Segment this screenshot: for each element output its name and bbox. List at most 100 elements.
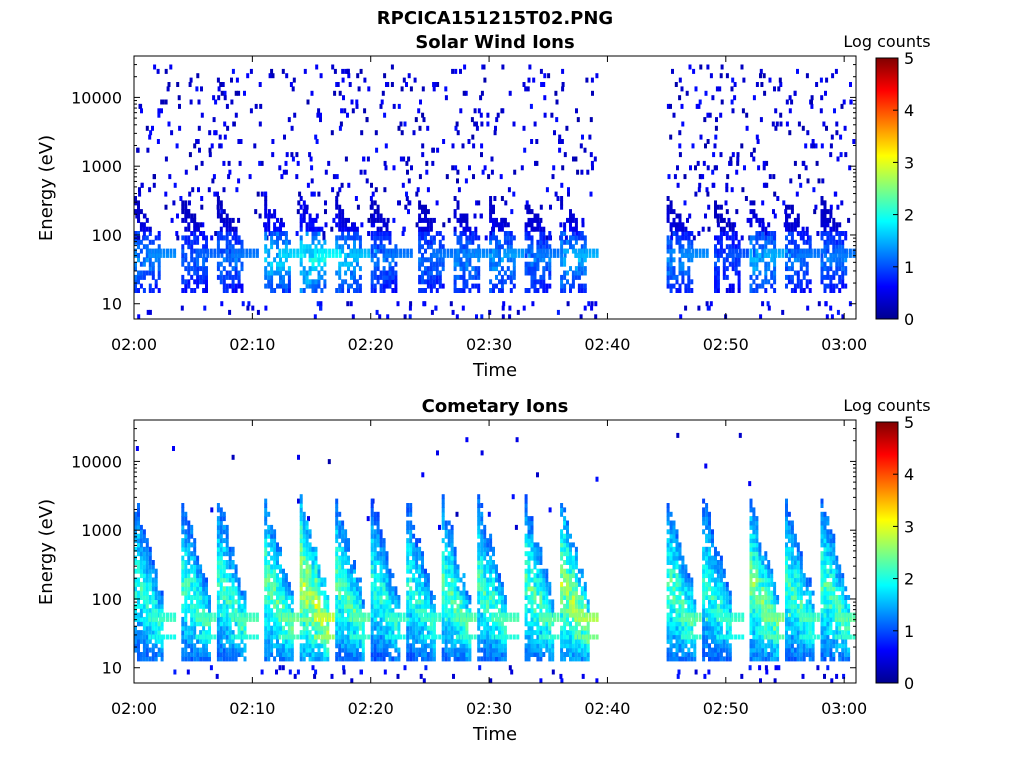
heatmap-cell bbox=[311, 656, 315, 662]
heatmap-cell bbox=[276, 595, 279, 600]
heatmap-cell bbox=[406, 542, 410, 548]
heatmap-cell bbox=[765, 160, 769, 166]
heatmap-cell bbox=[134, 577, 137, 583]
heatmap-cell bbox=[308, 533, 312, 539]
heatmap-cell bbox=[338, 612, 342, 618]
heatmap-cell bbox=[669, 239, 673, 245]
heatmap-cell bbox=[328, 248, 332, 254]
heatmap-cell bbox=[314, 603, 318, 609]
heatmap-cell bbox=[714, 209, 717, 215]
heatmap-cell bbox=[169, 248, 173, 254]
heatmap-cell bbox=[353, 621, 356, 627]
heatmap-cell bbox=[338, 608, 342, 614]
heatmap-cell bbox=[394, 279, 398, 285]
heatmap-cell bbox=[181, 586, 185, 592]
heatmap-cell bbox=[399, 612, 403, 618]
heatmap-cell bbox=[276, 625, 279, 631]
heatmap-cell bbox=[305, 283, 309, 289]
heatmap-cell bbox=[216, 77, 220, 83]
heatmap-cell bbox=[678, 77, 682, 83]
heatmap-cell bbox=[225, 652, 229, 657]
heatmap-cell bbox=[213, 191, 217, 197]
heatmap-cell bbox=[347, 555, 350, 561]
heatmap-cell bbox=[790, 239, 794, 245]
heatmap-cell bbox=[489, 217, 493, 223]
heatmap-cell bbox=[350, 99, 354, 105]
heatmap-cell bbox=[826, 217, 830, 223]
heatmap-cell bbox=[344, 634, 348, 640]
heatmap-cell bbox=[222, 560, 226, 565]
heatmap-cell bbox=[225, 103, 229, 109]
heatmap-cell bbox=[347, 573, 350, 579]
heatmap-cell bbox=[355, 656, 359, 662]
heatmap-cell bbox=[320, 274, 324, 280]
heatmap-cell bbox=[353, 564, 356, 570]
heatmap-cell bbox=[267, 630, 271, 636]
heatmap-cell bbox=[773, 191, 777, 197]
heatmap-cell bbox=[398, 200, 401, 206]
heatmap-cell bbox=[240, 608, 244, 614]
heatmap-cell bbox=[396, 673, 400, 679]
heatmap-cell bbox=[139, 581, 143, 587]
heatmap-cell bbox=[574, 217, 578, 223]
heatmap-cell bbox=[527, 231, 531, 236]
heatmap-cell bbox=[719, 213, 723, 219]
heatmap-cell bbox=[264, 248, 268, 254]
heatmap-cell bbox=[461, 305, 465, 311]
heatmap-cell bbox=[137, 239, 140, 245]
heatmap-cell bbox=[268, 73, 272, 79]
heatmap-cell bbox=[228, 551, 232, 557]
heatmap-cell bbox=[193, 573, 197, 579]
heatmap-cell bbox=[311, 638, 315, 644]
heatmap-cell bbox=[376, 638, 380, 644]
heatmap-cell bbox=[500, 274, 504, 280]
heatmap-cell bbox=[517, 248, 521, 254]
heatmap-cell bbox=[195, 86, 199, 92]
heatmap-cell bbox=[694, 191, 698, 197]
heatmap-cell bbox=[323, 283, 327, 289]
heatmap-cell bbox=[193, 616, 197, 622]
heatmap-cell bbox=[558, 134, 562, 140]
heatmap-cell bbox=[188, 82, 192, 87]
heatmap-cell bbox=[714, 248, 717, 254]
heatmap-cell bbox=[687, 274, 691, 280]
heatmap-cell bbox=[370, 542, 374, 548]
heatmap-cell bbox=[477, 288, 481, 293]
heatmap-cell bbox=[145, 599, 149, 605]
heatmap-cell bbox=[388, 638, 392, 644]
heatmap-cell bbox=[799, 231, 803, 236]
heatmap-cell bbox=[317, 612, 321, 618]
heatmap-cell bbox=[267, 564, 271, 570]
heatmap-cell bbox=[528, 252, 532, 258]
heatmap-cell bbox=[195, 616, 199, 622]
heatmap-cell bbox=[391, 288, 395, 293]
x-tick-label: 02:50 bbox=[703, 335, 749, 354]
heatmap-cell bbox=[237, 595, 241, 600]
heatmap-cell bbox=[270, 244, 274, 250]
heatmap-cell bbox=[175, 231, 179, 236]
heatmap-cell bbox=[574, 252, 578, 258]
heatmap-cell bbox=[418, 603, 422, 609]
heatmap-cell bbox=[810, 103, 814, 109]
heatmap-cell bbox=[394, 625, 398, 631]
heatmap-cell bbox=[379, 239, 383, 245]
heatmap-cell bbox=[139, 529, 143, 535]
heatmap-cell bbox=[569, 235, 572, 241]
heatmap-cell bbox=[810, 95, 814, 101]
heatmap-cell bbox=[223, 134, 227, 140]
heatmap-cell bbox=[196, 270, 200, 276]
heatmap-cell bbox=[216, 213, 220, 219]
heatmap-cell bbox=[203, 305, 207, 311]
heatmap-cell bbox=[666, 209, 670, 215]
heatmap-cell bbox=[370, 616, 374, 622]
heatmap-cell bbox=[394, 586, 398, 592]
heatmap-cell bbox=[169, 252, 173, 258]
heatmap-cell bbox=[276, 560, 279, 565]
heatmap-cell bbox=[429, 244, 433, 250]
heatmap-cell bbox=[703, 117, 707, 123]
heatmap-cell bbox=[264, 257, 268, 263]
heatmap-cell bbox=[688, 213, 692, 219]
heatmap-cell bbox=[692, 235, 696, 241]
heatmap-cell bbox=[594, 314, 598, 320]
heatmap-cell bbox=[190, 630, 194, 636]
